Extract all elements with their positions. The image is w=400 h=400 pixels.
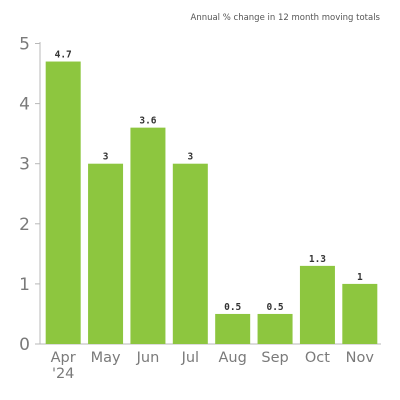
- bar: [88, 163, 124, 344]
- data-labels: 4.7 3 3.6 3 0.5 0.5 1.3 1: [55, 50, 363, 313]
- y-tick-label: 3: [19, 155, 30, 175]
- data-label: 0.5: [224, 302, 241, 313]
- data-label: 4.7: [55, 50, 72, 61]
- x-tick-label: Oct: [305, 350, 330, 366]
- y-tick-label: 5: [19, 35, 30, 55]
- bar: [172, 163, 208, 344]
- bar: [299, 265, 335, 344]
- bar: [215, 313, 251, 344]
- chart-subtitle: Annual % change in 12 month moving total…: [191, 13, 381, 23]
- bar: [130, 127, 166, 344]
- x-tick-label: Jun: [136, 350, 160, 366]
- x-tick-label: Sep: [261, 350, 288, 366]
- y-axis: 0 1 2 3 4 5: [19, 35, 40, 355]
- x-tick-label: Nov: [346, 350, 375, 366]
- data-label: 1.3: [309, 254, 326, 265]
- data-label: 3.6: [139, 116, 156, 127]
- x-tick-label: Aug: [219, 350, 247, 366]
- bars: [45, 61, 378, 344]
- bar: [342, 283, 378, 344]
- y-tick-label: 4: [19, 95, 30, 115]
- data-label: 0.5: [266, 302, 283, 313]
- bar: [257, 313, 293, 344]
- x-tick-label: May: [91, 350, 121, 366]
- data-label: 1: [357, 272, 363, 283]
- bar: [45, 61, 81, 344]
- x-tick-label: Jul: [181, 350, 200, 366]
- x-tick-label: Apr: [51, 350, 76, 366]
- y-tick-label: 1: [19, 275, 30, 295]
- y-tick-label: 0: [19, 335, 30, 355]
- data-label: 3: [187, 152, 193, 163]
- x-tick-label: '24: [52, 366, 74, 382]
- y-tick-label: 2: [19, 215, 30, 235]
- x-axis: Apr'24 May Jun Jul Aug Sep Oct Nov: [51, 350, 375, 382]
- data-label: 3: [103, 152, 109, 163]
